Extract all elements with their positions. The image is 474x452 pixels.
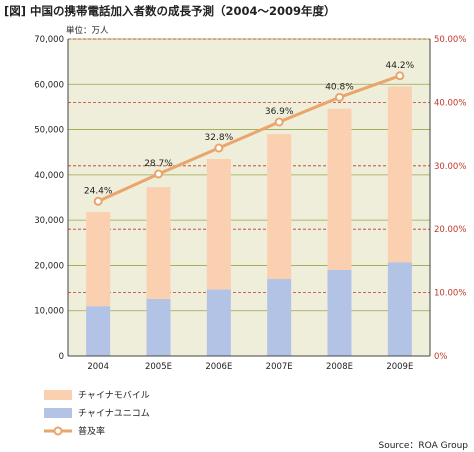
legend-label-penetration-rate: 普及率 — [78, 427, 106, 437]
right-tick-label: 40.00% — [434, 98, 466, 108]
bar-china-mobile — [86, 211, 111, 307]
rate-line — [97, 74, 401, 203]
x-tick-label: 2008E — [326, 362, 353, 372]
legend-item-china-unicom: チャイナユニコム — [44, 406, 150, 419]
rate-data-label: 44.2% — [386, 61, 415, 71]
bars — [86, 86, 412, 356]
left-tick-label: 10,000 — [34, 307, 64, 317]
bar-china-unicom — [206, 289, 231, 356]
legend-label-china-mobile: チャイナモバイル — [78, 391, 150, 401]
rate-data-label: 40.8% — [325, 82, 354, 92]
bar-china-mobile — [267, 134, 292, 280]
bar-china-mobile — [387, 86, 412, 263]
right-tick-label: 20.00% — [434, 225, 466, 235]
legend-label-china-unicom: チャイナユニコム — [78, 409, 150, 419]
rate-point — [214, 143, 224, 153]
left-tick-label: 50,000 — [34, 126, 64, 136]
right-tick-label: 50.00% — [434, 35, 466, 45]
rate-data-label: 32.8% — [205, 133, 234, 143]
x-tick-label: 2004 — [87, 362, 109, 372]
left-tick-label: 0 — [59, 352, 64, 362]
tick-labels: 0 10,000 20,000 30,000 40,000 50,000 60,000 70,… — [34, 35, 466, 372]
bar-china-unicom — [267, 279, 292, 356]
right-tick-label: 10.00% — [434, 289, 466, 299]
bar-china-unicom — [387, 262, 412, 356]
left-tick-label: 30,000 — [34, 216, 64, 226]
legend-item-china-mobile: チャイナモバイル — [44, 388, 150, 401]
x-tick-label: 2009E — [386, 362, 413, 372]
axes — [67, 39, 431, 357]
bar-china-unicom — [146, 298, 171, 356]
plot-background — [68, 39, 430, 356]
rate-data-label: 28.7% — [144, 159, 173, 169]
left-tick-label: 40,000 — [34, 171, 64, 181]
rate-data-label: 24.4% — [84, 186, 113, 196]
rate-point — [274, 117, 284, 127]
bar-china-mobile — [146, 187, 171, 299]
bar-china-unicom — [327, 269, 352, 356]
rate-point — [395, 71, 405, 81]
left-tick-label: 20,000 — [34, 261, 64, 271]
bar-china-mobile — [206, 159, 231, 290]
source-note: Source：ROA Group — [378, 441, 468, 451]
right-gridlines — [68, 38, 430, 294]
legend-swatch-penetration-rate — [44, 426, 72, 435]
chart: 0 10,000 20,000 30,000 40,000 50,000 60,000 70,… — [34, 35, 466, 372]
rate-data-label: 36.9% — [265, 107, 294, 117]
legend-item-penetration-rate: 普及率 — [44, 424, 105, 437]
right-tick-label: 30.00% — [434, 162, 466, 172]
x-tick-label: 2006E — [205, 362, 232, 372]
unit-label: 単位：万人 — [66, 26, 109, 36]
legend-swatch-china-mobile — [44, 389, 72, 400]
chart-title: [図] 中国の携帯電話加入者数の成長予測（2004〜2009年度） — [4, 4, 336, 18]
rate-point — [154, 169, 163, 179]
rate-series: 24.4% 28.7% 32.8% 36.9% 40.8% 44.2% — [84, 61, 415, 206]
x-tick-label: 2007E — [266, 362, 293, 372]
bar-china-unicom — [86, 306, 111, 356]
right-tick-label: 0% — [434, 352, 448, 362]
left-tick-label: 70,000 — [34, 35, 64, 45]
x-tick-label: 2005E — [145, 362, 172, 372]
rate-point — [335, 92, 344, 102]
bar-china-mobile — [327, 108, 352, 270]
rate-point — [93, 196, 103, 206]
left-tick-label: 60,000 — [34, 80, 64, 90]
legend-swatch-china-unicom — [44, 407, 72, 418]
